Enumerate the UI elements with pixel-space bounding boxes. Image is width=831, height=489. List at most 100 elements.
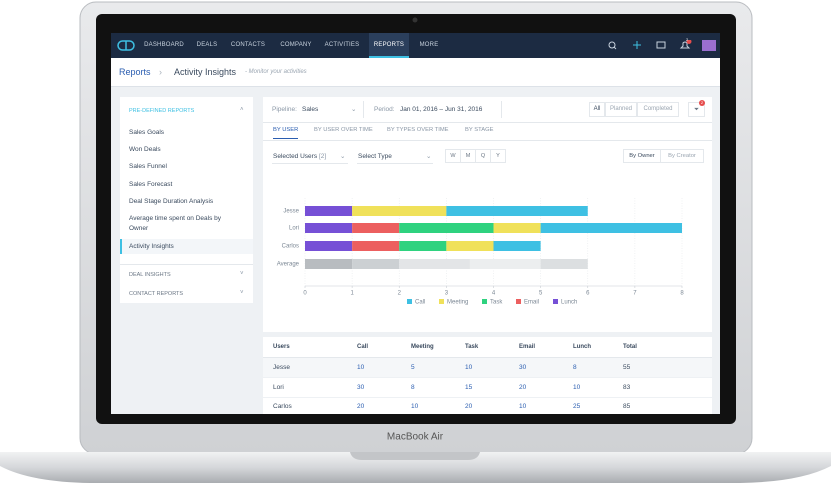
table-cell[interactable]: 20 [357, 403, 365, 410]
table-row [263, 378, 712, 398]
period-value[interactable]: Jan 01, 2016 – Jun 31, 2016 [400, 106, 483, 113]
bar-segment [493, 241, 541, 251]
bar-segment [305, 259, 353, 269]
bar-segment [469, 259, 541, 269]
logo [117, 40, 135, 51]
column-header: Lunch [573, 344, 591, 350]
sidebar-group[interactable]: DEAL INSIGHTS [129, 272, 171, 278]
table-cell[interactable]: 25 [573, 403, 581, 410]
x-tick-label: 4 [492, 291, 496, 297]
breadcrumb-separator: › [159, 67, 162, 77]
nav-item[interactable]: COMPANY [280, 42, 312, 48]
table-cell[interactable]: 10 [519, 403, 527, 410]
bar-segment [493, 223, 541, 233]
table-cell[interactable]: 10 [465, 364, 473, 371]
table-cell[interactable]: 10 [357, 364, 365, 371]
x-tick-label: 6 [586, 291, 590, 297]
sidebar-item[interactable]: Deal Stage Duration Analysis [129, 198, 214, 205]
notch [350, 452, 480, 460]
table-cell: 83 [623, 383, 631, 391]
sidebar-section: PRE-DEFINED REPORTS [129, 108, 195, 114]
x-tick-label: 2 [398, 291, 402, 297]
y-tick-label: Average [277, 262, 300, 268]
main-panel: Pipeline: Sales ⌄ Period: Jan 01, 2016 – Jun… [263, 97, 712, 414]
column-header: Meeting [411, 344, 434, 350]
breadcrumb-root[interactable]: Reports [119, 67, 151, 77]
bar-segment [399, 241, 447, 251]
legend-label: Meeting [447, 300, 468, 306]
separator [363, 101, 364, 118]
chart: 0 1 2 3 4 5 6 7 8 Jesse Lori Carlos Average Call Meeti… [277, 198, 684, 306]
sidebar-item[interactable]: Average time spent on Deals by Owner [129, 215, 222, 232]
table-cell[interactable]: 10 [573, 383, 581, 391]
underline [357, 163, 433, 164]
bar-segment [305, 206, 353, 216]
bar-segment [352, 206, 447, 216]
filter-button[interactable]: ⏷ [688, 102, 705, 117]
legend-swatch [553, 299, 558, 304]
divider [120, 264, 253, 265]
sidebar-item[interactable]: Sales Goals [129, 129, 165, 136]
type-select[interactable]: Select Type [358, 153, 392, 160]
table-cell[interactable]: 15 [465, 383, 473, 391]
sidebar-item[interactable]: Sales Forecast [129, 181, 173, 188]
chevron: ˅ [240, 290, 244, 296]
nav-item[interactable]: DEALS [196, 42, 218, 48]
table-cell[interactable]: 10 [411, 403, 419, 410]
column-header: Call [357, 344, 369, 350]
camera [412, 17, 418, 23]
period-toggle[interactable]: Y [490, 149, 506, 163]
pipeline-value[interactable]: Sales [302, 106, 319, 113]
legend-swatch [439, 299, 444, 304]
table-cell[interactable]: 20 [465, 403, 473, 410]
sidebar-group[interactable]: CONTACT REPORTS [129, 291, 184, 297]
y-tick-label: Carlos [282, 244, 299, 250]
tab[interactable]: BY USER OVER TIME [314, 127, 373, 133]
filter-badge: 2 [699, 100, 705, 106]
nav-item[interactable]: MORE [419, 42, 439, 48]
legend-label: Task [490, 300, 503, 306]
nav-item[interactable]: ACTIVITIES [324, 42, 360, 48]
y-tick-label: Jesse [283, 209, 299, 215]
status-toggle[interactable]: Completed [637, 102, 679, 117]
column-header: Task [465, 344, 479, 350]
table-cell: Jesse [273, 364, 290, 371]
nav-item[interactable]: DASHBOARD [144, 42, 184, 48]
legend-swatch [516, 299, 521, 304]
status-toggle[interactable]: Planned [605, 102, 637, 117]
nav-bar: 2 DASHBOARD DEALS CONTACTS COMPANY ACTIVITIE… [111, 33, 720, 58]
table-row [263, 358, 712, 378]
sidebar-item[interactable]: Activity Insights [129, 243, 174, 250]
sidebar-item[interactable]: Sales Funnel [129, 163, 167, 170]
bar-segment [305, 223, 353, 233]
status-toggle[interactable]: All [589, 102, 605, 117]
table-cell[interactable]: 8 [573, 364, 577, 371]
bar-segment [446, 241, 494, 251]
table-cell: 55 [623, 364, 631, 371]
users-select[interactable]: Selected Users [273, 153, 318, 160]
bar-segment [352, 241, 400, 251]
nav-item[interactable]: REPORTS [369, 33, 409, 58]
table-cell[interactable]: 5 [411, 364, 415, 371]
x-tick-label: 0 [303, 291, 307, 297]
bar-segment [446, 206, 588, 216]
legend-label: Lunch [561, 300, 577, 306]
bar-segment [399, 223, 494, 233]
table-cell[interactable]: 30 [357, 383, 365, 391]
chevron: ˅ [240, 271, 244, 277]
tab[interactable]: BY STAGE [465, 127, 494, 133]
table-cell[interactable]: 20 [519, 383, 527, 391]
table-cell[interactable]: 8 [411, 383, 415, 391]
x-tick-label: 7 [633, 291, 637, 297]
screen: 2 DASHBOARD DEALS CONTACTS COMPANY ACTIVITIE… [111, 33, 720, 414]
tab[interactable]: BY USER [273, 127, 299, 139]
x-tick-label: 8 [680, 291, 684, 297]
nav-item[interactable]: CONTACTS [230, 42, 266, 48]
sidebar-item[interactable]: Won Deals [129, 146, 161, 153]
tab[interactable]: BY TYPES OVER TIME [387, 127, 449, 133]
base [0, 452, 831, 483]
owner-toggle[interactable]: By Creator [660, 149, 704, 163]
period-label: Period: [374, 106, 395, 113]
table-cell: Carlos [273, 403, 292, 410]
table-cell[interactable]: 30 [519, 364, 527, 371]
